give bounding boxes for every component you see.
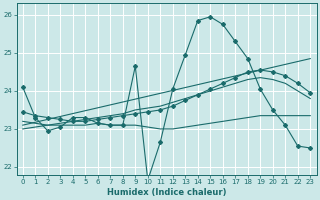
X-axis label: Humidex (Indice chaleur): Humidex (Indice chaleur) [107,188,226,197]
